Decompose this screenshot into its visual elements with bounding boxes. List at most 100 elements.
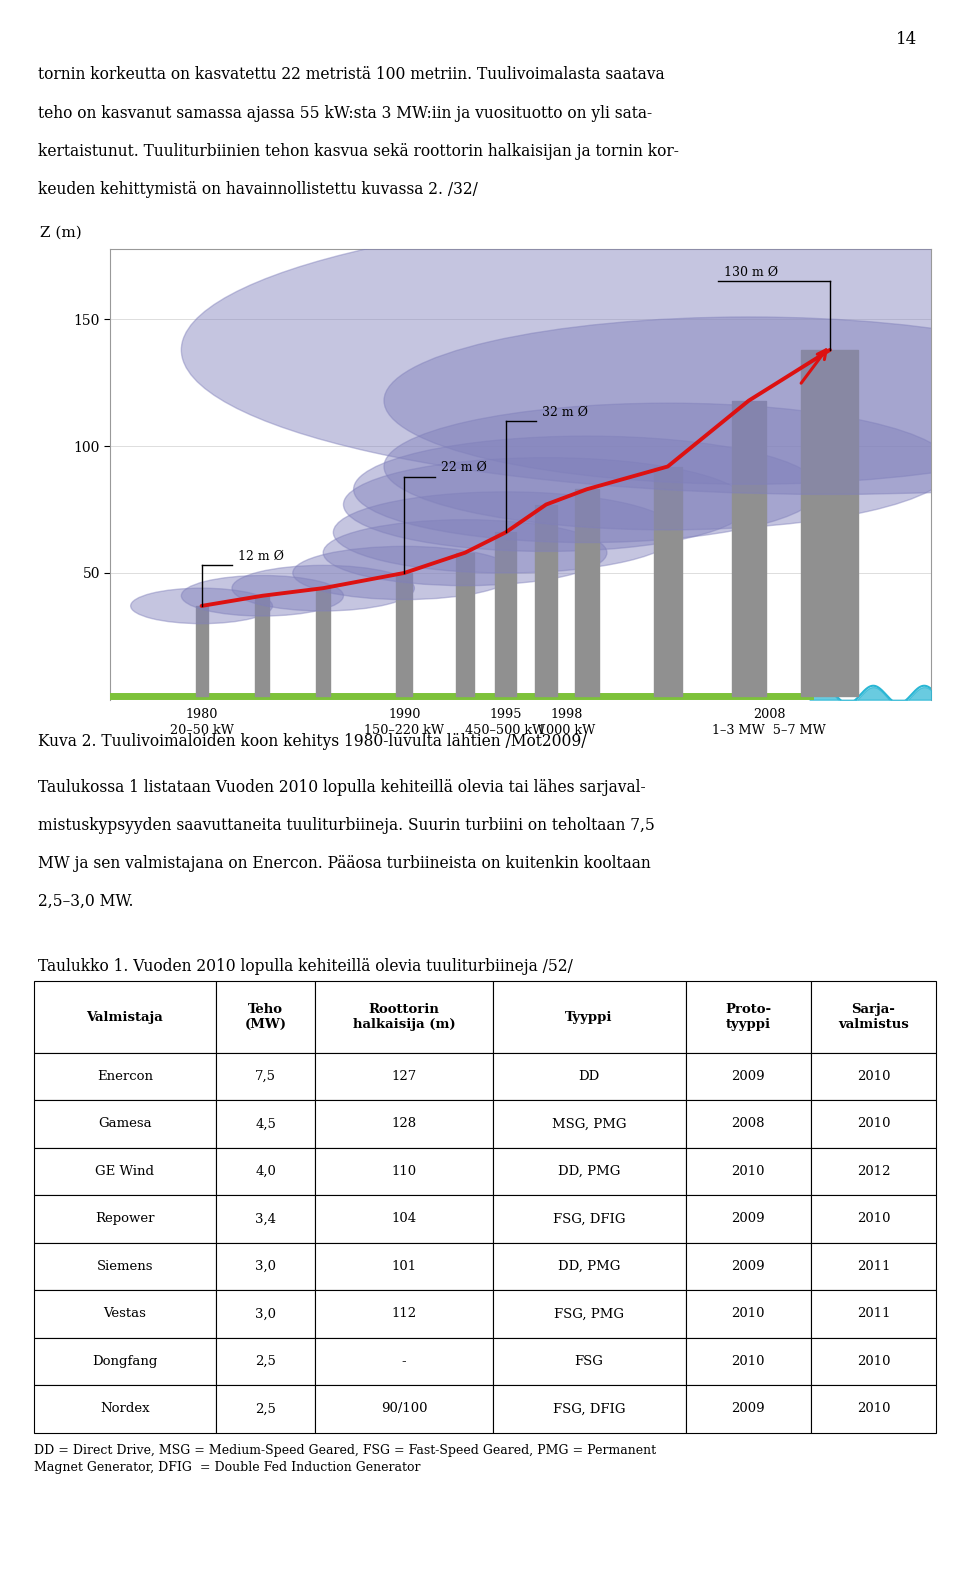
Text: Taulukko 1. Vuoden 2010 lopulla kehiteillä olevia tuuliturbiineja /52/: Taulukko 1. Vuoden 2010 lopulla kehiteil…: [38, 958, 573, 975]
Text: Tyyppi: Tyyppi: [565, 1010, 612, 1024]
Bar: [34, 1195, 216, 1243]
Bar: [685, 981, 811, 1053]
Bar: [811, 1148, 936, 1195]
Text: FSG: FSG: [575, 1355, 604, 1368]
Bar: [811, 1100, 936, 1148]
Text: kertaistunut. Tuuliturbiinien tehon kasvua sekä roottorin halkaisijan ja tornin : kertaistunut. Tuuliturbiinien tehon kasv…: [38, 142, 680, 160]
Text: FSG, DFIG: FSG, DFIG: [553, 1403, 625, 1415]
Text: 2,5: 2,5: [255, 1355, 276, 1368]
Text: Nordex: Nordex: [100, 1403, 150, 1415]
Text: DD, PMG: DD, PMG: [558, 1165, 620, 1178]
Ellipse shape: [344, 457, 749, 551]
Text: teho on kasvanut samassa ajassa 55 kW:sta 3 MW:iin ja vuosituotto on yli sata-: teho on kasvanut samassa ajassa 55 kW:st…: [38, 104, 653, 122]
Text: Siemens: Siemens: [97, 1260, 154, 1273]
Text: 7,5: 7,5: [255, 1070, 276, 1083]
Text: 2008
1–3 MW  5–7 MW: 2008 1–3 MW 5–7 MW: [712, 708, 826, 738]
Ellipse shape: [181, 576, 344, 616]
Bar: [685, 1385, 811, 1433]
Bar: [216, 1290, 315, 1338]
Ellipse shape: [384, 317, 960, 484]
Bar: [685, 1290, 811, 1338]
Text: Kuva 2. Tuulivoimaloiden koon kehitys 1980-luvulta lähtien /Mot2009/: Kuva 2. Tuulivoimaloiden koon kehitys 19…: [38, 733, 587, 750]
Text: 3,4: 3,4: [255, 1213, 276, 1225]
Bar: [315, 1148, 492, 1195]
Ellipse shape: [384, 404, 951, 530]
Text: 14: 14: [896, 32, 917, 47]
Text: 104: 104: [392, 1213, 417, 1225]
Text: DD: DD: [579, 1070, 600, 1083]
Ellipse shape: [293, 546, 516, 600]
Bar: [34, 1338, 216, 1385]
Text: 2011: 2011: [856, 1308, 890, 1320]
Text: 3,0: 3,0: [255, 1260, 276, 1273]
Bar: [811, 1385, 936, 1433]
Bar: [315, 1053, 492, 1100]
Text: 22 m Ø: 22 m Ø: [441, 461, 487, 475]
Text: 2012: 2012: [856, 1165, 890, 1178]
Text: 2010: 2010: [732, 1308, 765, 1320]
Bar: [811, 1290, 936, 1338]
Text: Taulukossa 1 listataan Vuoden 2010 lopulla kehiteillä olevia tai lähes sarjaval-: Taulukossa 1 listataan Vuoden 2010 lopul…: [38, 779, 646, 796]
Bar: [34, 1148, 216, 1195]
Bar: [685, 1148, 811, 1195]
Text: 4,0: 4,0: [255, 1165, 276, 1178]
Bar: [492, 1290, 685, 1338]
Text: 12 m Ø: 12 m Ø: [238, 549, 284, 564]
Bar: [34, 1053, 216, 1100]
Text: mistuskypsyyden saavuttaneita tuuliturbiineja. Suurin turbiini on teholtaan 7,5: mistuskypsyyden saavuttaneita tuuliturbi…: [38, 817, 656, 834]
Bar: [492, 1053, 685, 1100]
Ellipse shape: [131, 589, 273, 624]
Bar: [34, 1100, 216, 1148]
Text: 2009: 2009: [732, 1403, 765, 1415]
Bar: [216, 1100, 315, 1148]
Bar: [216, 1243, 315, 1290]
Bar: [315, 1243, 492, 1290]
Text: 130 m Ø: 130 m Ø: [725, 266, 779, 279]
Text: 32 m Ø: 32 m Ø: [542, 405, 588, 418]
Text: DD, PMG: DD, PMG: [558, 1260, 620, 1273]
Text: 2009: 2009: [732, 1260, 765, 1273]
Text: MW ja sen valmistajana on Enercon. Pääosa turbiineista on kuitenkin kooltaan: MW ja sen valmistajana on Enercon. Pääos…: [38, 855, 651, 872]
Bar: [492, 981, 685, 1053]
Bar: [685, 1053, 811, 1100]
Text: keuden kehittymistä on havainnollistettu kuvassa 2. /32/: keuden kehittymistä on havainnollistettu…: [38, 180, 478, 198]
Text: MSG, PMG: MSG, PMG: [552, 1118, 626, 1130]
Bar: [216, 1148, 315, 1195]
Ellipse shape: [324, 519, 607, 586]
Bar: [492, 1243, 685, 1290]
Text: 3,0: 3,0: [255, 1308, 276, 1320]
Bar: [811, 1053, 936, 1100]
Bar: [34, 981, 216, 1053]
Text: 2009: 2009: [732, 1213, 765, 1225]
Text: Sarja-
valmistus: Sarja- valmistus: [838, 1004, 909, 1031]
Text: 4,5: 4,5: [255, 1118, 276, 1130]
Bar: [315, 1385, 492, 1433]
Text: 2010: 2010: [856, 1403, 890, 1415]
Bar: [34, 1290, 216, 1338]
Text: Repower: Repower: [95, 1213, 155, 1225]
Text: 2010: 2010: [856, 1355, 890, 1368]
Bar: [685, 1195, 811, 1243]
Text: 2011: 2011: [856, 1260, 890, 1273]
Bar: [34, 1243, 216, 1290]
Bar: [492, 1338, 685, 1385]
Text: Vestas: Vestas: [104, 1308, 146, 1320]
Bar: [492, 1100, 685, 1148]
Text: Valmistaja: Valmistaja: [86, 1010, 163, 1024]
Text: 2010: 2010: [856, 1070, 890, 1083]
Text: GE Wind: GE Wind: [95, 1165, 155, 1178]
Text: DD = Direct Drive, MSG = Medium-Speed Geared, FSG = Fast-Speed Geared, PMG = Per: DD = Direct Drive, MSG = Medium-Speed Ge…: [34, 1444, 656, 1474]
Bar: [492, 1195, 685, 1243]
Text: 2,5–3,0 MW.: 2,5–3,0 MW.: [38, 893, 133, 910]
Text: Roottorin
halkaisija (m): Roottorin halkaisija (m): [352, 1004, 455, 1031]
Y-axis label: Z (m): Z (m): [40, 225, 82, 239]
Ellipse shape: [232, 565, 415, 611]
Bar: [315, 981, 492, 1053]
Text: Teho
(MW): Teho (MW): [245, 1004, 287, 1031]
Bar: [216, 1338, 315, 1385]
Text: 112: 112: [392, 1308, 417, 1320]
Bar: [216, 1385, 315, 1433]
Bar: [216, 1195, 315, 1243]
Text: Enercon: Enercon: [97, 1070, 153, 1083]
Text: FSG, PMG: FSG, PMG: [554, 1308, 624, 1320]
